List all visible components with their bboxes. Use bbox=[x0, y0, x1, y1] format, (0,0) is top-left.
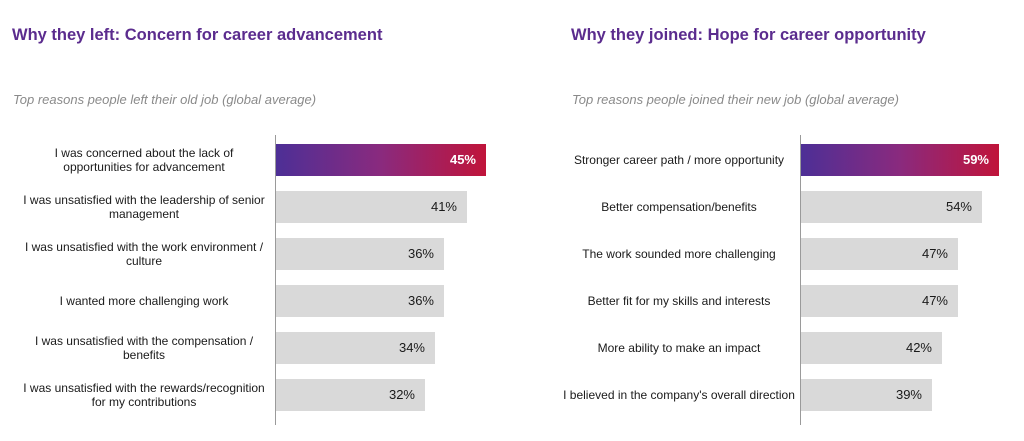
right-chart-panel: Why they joined: Hope for career opportu… bbox=[512, 0, 1024, 441]
left-category-label-6: I was unsatisfied with the rewards/recog… bbox=[23, 381, 265, 409]
left-category-label-4: I wanted more challenging work bbox=[59, 294, 229, 308]
right-bar-value-5: 42% bbox=[905, 340, 932, 355]
right-chart-axis-line bbox=[800, 135, 801, 425]
right-category-label-5: More ability to make an impact bbox=[597, 341, 761, 355]
left-bar-i-wanted-more-challenging-work: 36% bbox=[276, 285, 444, 317]
left-bar-value-3: 36% bbox=[407, 246, 434, 261]
left-category-label-2: I was unsatisfied with the leadership of… bbox=[23, 193, 265, 221]
left-chart-axis-line bbox=[275, 135, 276, 425]
right-category-label-2: Better compensation/benefits bbox=[601, 200, 757, 214]
left-bar-value-4: 36% bbox=[407, 293, 434, 308]
left-bar-i-was-concerned-about-the-lack-of-opport: 45% bbox=[276, 144, 486, 176]
right-category-label-6: I believed in the company's overall dire… bbox=[563, 388, 795, 402]
right-chart-title: Why they joined: Hope for career opportu… bbox=[571, 26, 926, 44]
right-chart-subtitle: Top reasons people joined their new job … bbox=[572, 92, 899, 107]
right-bar-value-1: 59% bbox=[962, 152, 989, 167]
left-bar-i-was-unsatisfied-with-the-compensation-: 34% bbox=[276, 332, 435, 364]
right-bar-value-6: 39% bbox=[895, 387, 922, 402]
left-category-label-3: I was unsatisfied with the work environm… bbox=[24, 240, 264, 268]
right-bar-stronger-career-path-more-opportunity: 59% bbox=[801, 144, 999, 176]
left-bar-value-1: 45% bbox=[449, 152, 476, 167]
right-bar-i-believed-in-the-company-s-overall-dire: 39% bbox=[801, 379, 932, 411]
right-category-label-3: The work sounded more challenging bbox=[582, 247, 776, 261]
left-bar-i-was-unsatisfied-with-the-rewards-recog: 32% bbox=[276, 379, 425, 411]
left-bar-value-2: 41% bbox=[430, 199, 457, 214]
right-category-label-4: Better fit for my skills and interests bbox=[587, 294, 771, 308]
right-bar-value-3: 47% bbox=[921, 246, 948, 261]
left-chart-title: Why they left: Concern for career advanc… bbox=[12, 26, 383, 44]
left-chart-panel: Why they left: Concern for career advanc… bbox=[12, 26, 486, 425]
right-bar-value-4: 47% bbox=[921, 293, 948, 308]
right-category-label-1: Stronger career path / more opportunity bbox=[573, 153, 785, 167]
right-bar-value-2: 54% bbox=[945, 199, 972, 214]
right-bar-the-work-sounded-more-challenging: 47% bbox=[801, 238, 958, 270]
right-bar-more-ability-to-make-an-impact: 42% bbox=[801, 332, 942, 364]
right-bar-better-fit-for-my-skills-and-interests: 47% bbox=[801, 285, 958, 317]
left-bar-i-was-unsatisfied-with-the-leadership-of: 41% bbox=[276, 191, 467, 223]
left-bar-i-was-unsatisfied-with-the-work-environm: 36% bbox=[276, 238, 444, 270]
left-bar-value-6: 32% bbox=[388, 387, 415, 402]
right-bar-better-compensation-benefits: 54% bbox=[801, 191, 982, 223]
left-bar-value-5: 34% bbox=[398, 340, 425, 355]
left-category-label-1: I was concerned about the lack of opport… bbox=[54, 146, 234, 174]
left-chart-subtitle: Top reasons people left their old job (g… bbox=[13, 92, 317, 107]
left-category-label-5: I was unsatisfied with the compensation … bbox=[34, 334, 254, 362]
